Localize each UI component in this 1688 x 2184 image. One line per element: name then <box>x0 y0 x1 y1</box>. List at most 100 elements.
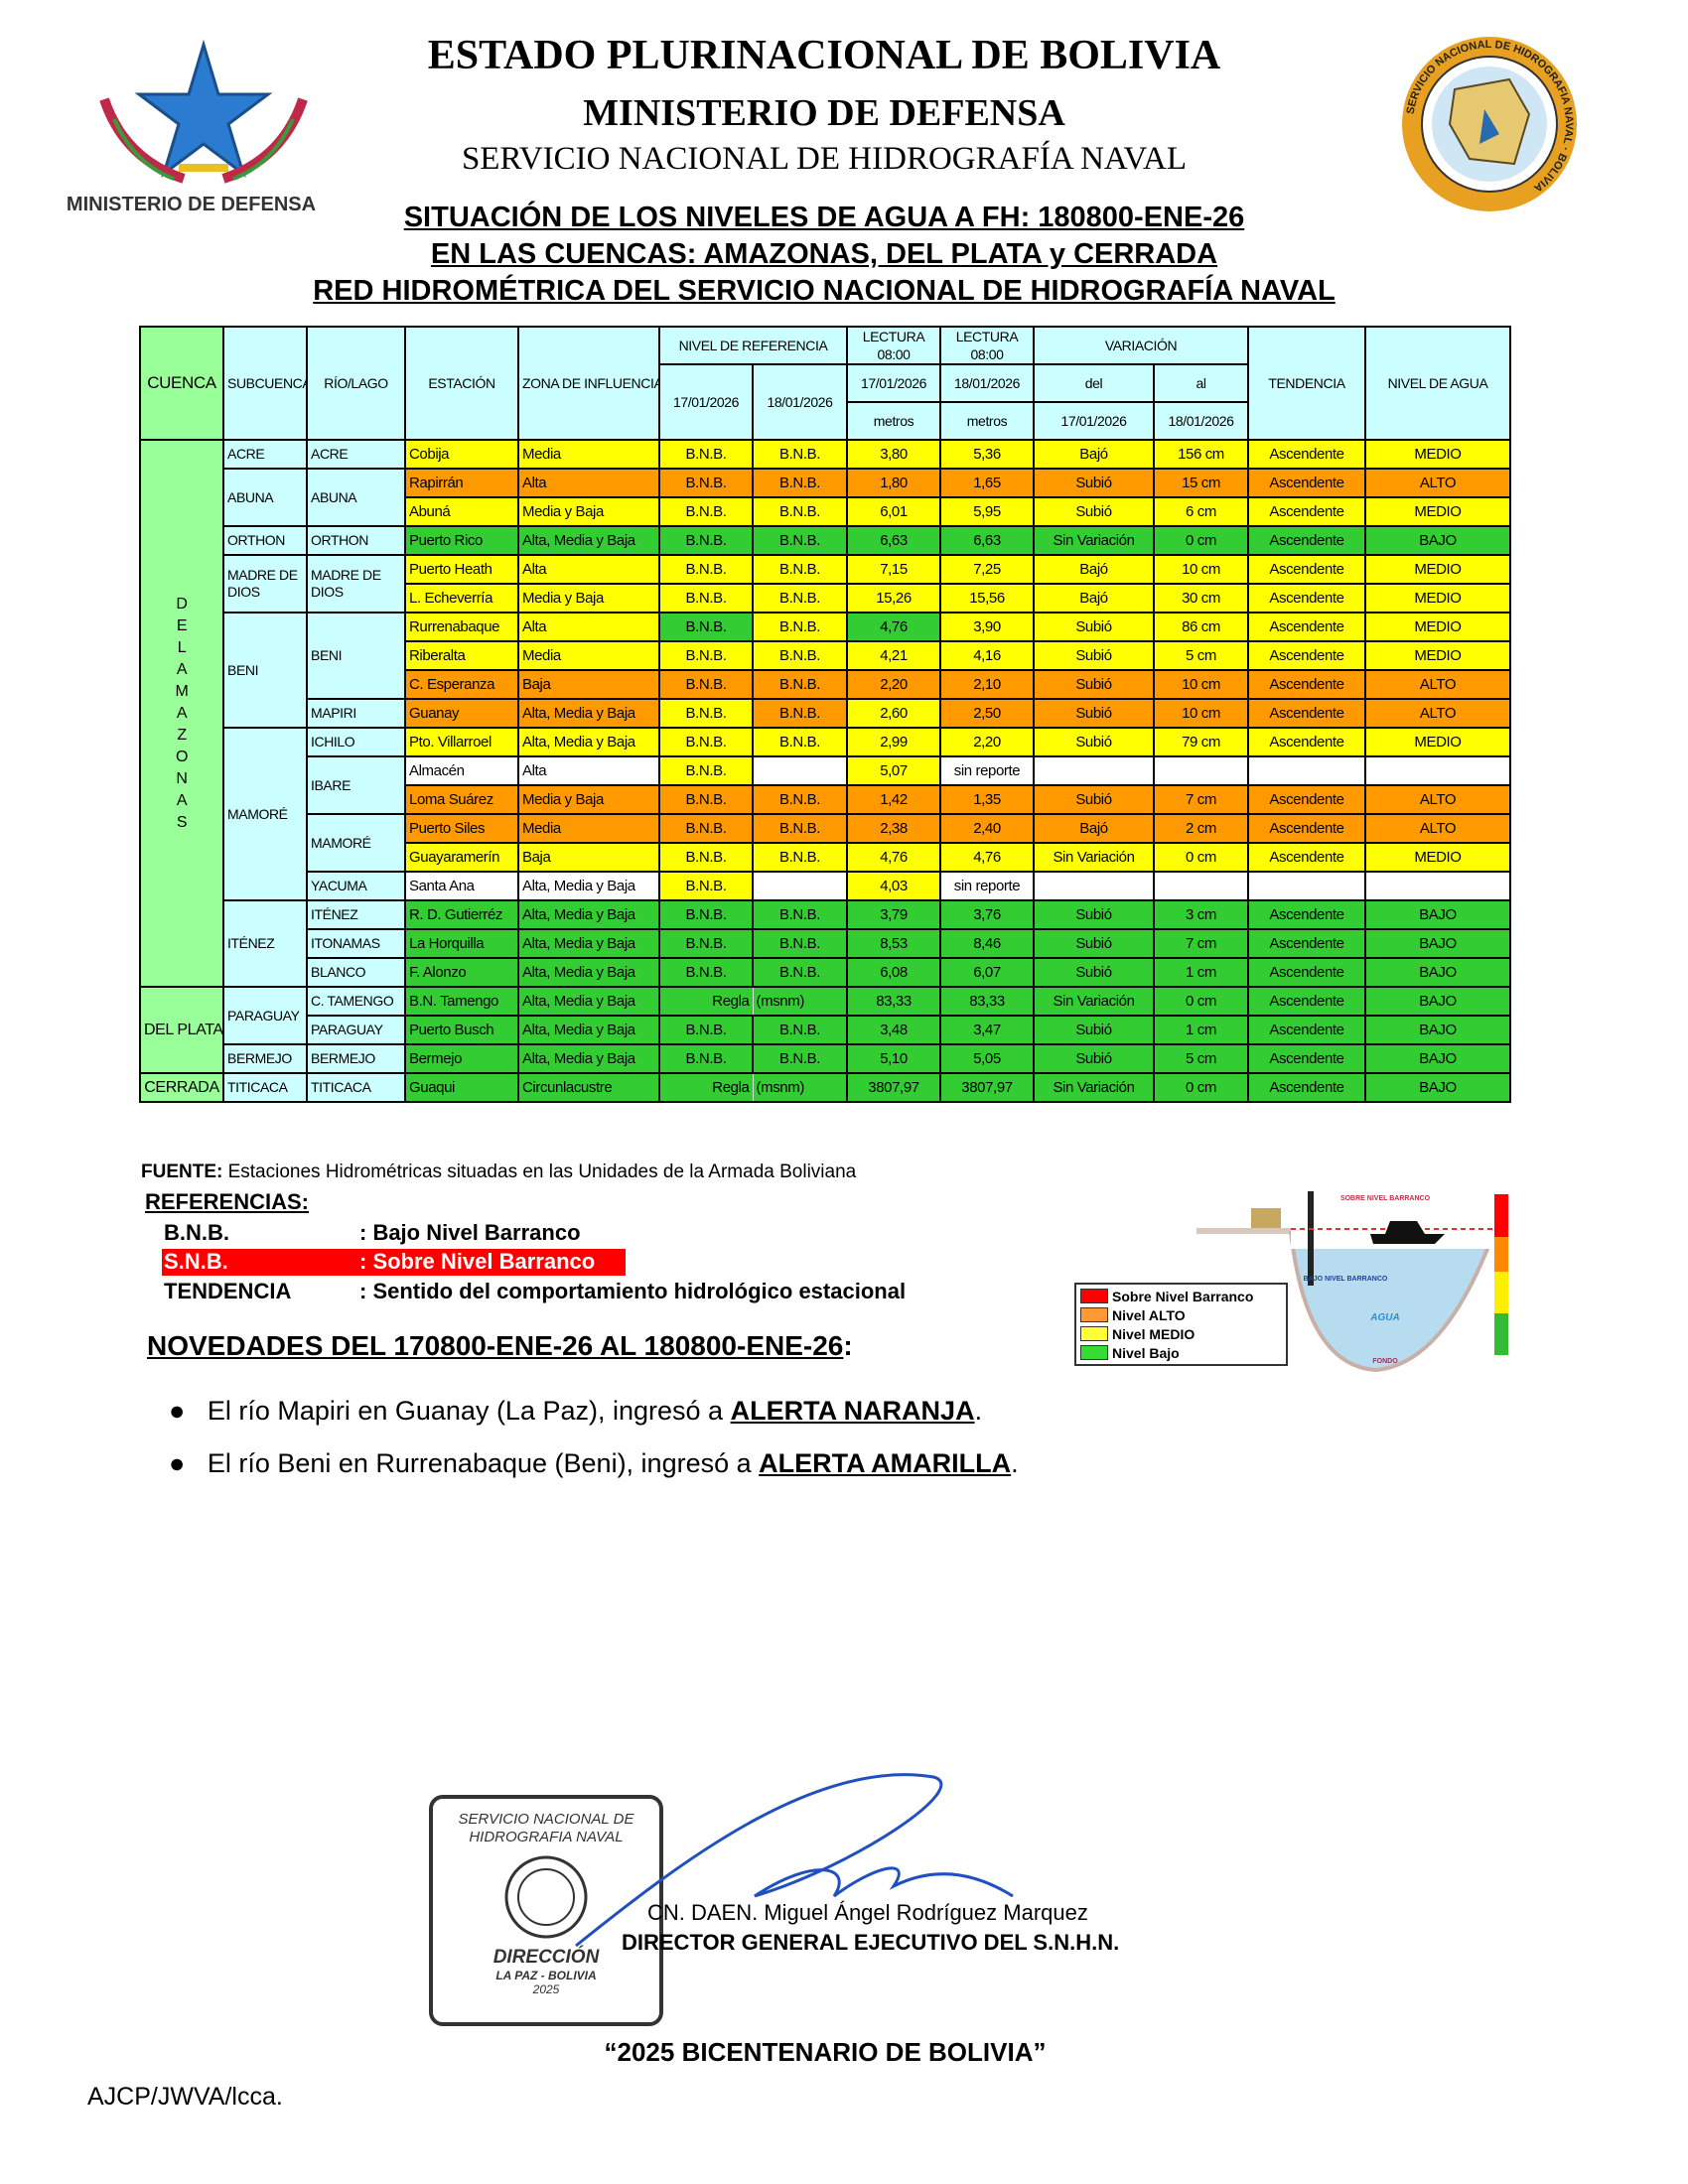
tendencia-cell: Ascendente <box>1247 784 1366 815</box>
variacion-al-cell <box>1153 755 1249 786</box>
ref-18-cell: B.N.B. <box>752 439 848 470</box>
nivel-agua-cell: MEDIO <box>1364 640 1511 671</box>
lectura-17-cell: 7,15 <box>846 554 941 585</box>
tendencia-cell: Ascendente <box>1247 496 1366 527</box>
ref-17-cell: B.N.B. <box>658 669 754 700</box>
nivel-agua-cell: BAJO <box>1364 1043 1511 1074</box>
variacion-al-cell: 2 cm <box>1153 813 1249 844</box>
variacion-al-cell: 1 cm <box>1153 957 1249 988</box>
variacion-al-cell <box>1153 871 1249 901</box>
table-row: DEL AMAZONAS ACRE ACRE Cobija Media B.N.B. B.N… <box>139 439 1511 988</box>
ref-18-cell: B.N.B. <box>752 784 848 815</box>
nivel-agua-cell <box>1364 755 1511 786</box>
variacion-al-cell: 156 cm <box>1153 439 1249 470</box>
estacion-cell: Puerto Siles <box>404 813 519 844</box>
col-var-17: 17/01/2026 <box>1033 401 1155 441</box>
lectura-17-cell: 5,07 <box>846 755 941 786</box>
ref-17-cell: B.N.B. <box>658 554 754 585</box>
subcuenca-cell: MADRE DE DIOS <box>222 554 308 614</box>
header-service: SERVICIO NACIONAL DE HIDROGRAFÍA NAVAL <box>461 141 1188 177</box>
ref-key-bnb: B.N.B. <box>164 1220 229 1245</box>
table-row: BERMEJO BERMEJO Bermejo Alta, Media y Baja B… <box>140 1043 1511 1074</box>
ref-17-cell: B.N.B. <box>658 640 754 671</box>
col-rio: RÍO/LAGO <box>306 326 406 441</box>
tendencia-cell: Ascendente <box>1247 899 1366 930</box>
ref-17-cell: B.N.B. <box>658 899 754 930</box>
table-row: IBARE Almacén Alta B.N.B. 5,07 sin reporte <box>140 755 1511 815</box>
lectura-17-cell: 4,03 <box>846 871 941 901</box>
estacion-cell: Riberalta <box>404 640 519 671</box>
handwritten-signature-icon <box>575 1773 1014 1948</box>
estacion-cell: Loma Suárez <box>404 784 519 815</box>
rio-cell: IBARE <box>306 755 406 815</box>
estacion-cell: B.N. Tamengo <box>404 986 519 1017</box>
table-row: DEL PLATA PARAGUAY C. TAMENGO B.N. Tamengo A… <box>139 986 1511 1074</box>
ref-17-cell: B.N.B. <box>658 755 754 786</box>
references-title: REFERENCIAS: <box>145 1189 310 1214</box>
table-row: MADRE DE DIOS MADRE DE DIOS Puerto Heath Al… <box>140 554 1511 614</box>
col-cuenca: CUENCA <box>139 326 224 441</box>
cuenca-vertical-label: DEL AMAZONAS <box>175 595 189 831</box>
ref-18-cell: B.N.B. <box>752 1015 848 1045</box>
variacion-del-cell: Subió <box>1033 468 1155 498</box>
lectura-18-cell: 3,90 <box>939 612 1035 642</box>
legend-label: Nivel Bajo <box>1112 1344 1180 1361</box>
lectura-17-cell: 5,10 <box>846 1043 941 1074</box>
estacion-cell: Guaqui <box>404 1072 519 1103</box>
lectura-17-cell: 6,01 <box>846 496 941 527</box>
ministerio-defensa-logo: MINISTERIO DE DEFENSA <box>55 39 328 218</box>
variacion-al-cell: 7 cm <box>1153 784 1249 815</box>
zona-cell: Alta <box>517 755 660 786</box>
color-legend: Sobre Nivel Barranco Nivel ALTO Nivel MEDI… <box>1074 1283 1288 1366</box>
lectura-18-cell: 3807,97 <box>939 1072 1035 1103</box>
lectura-17-cell: 2,20 <box>846 669 941 700</box>
source-note: FUENTE: Estaciones Hidrométricas situada… <box>141 1161 856 1183</box>
subcuenca-cell: BERMEJO <box>222 1043 308 1074</box>
zona-cell: Alta, Media y Baja <box>517 957 660 988</box>
lectura-18-cell: 6,63 <box>939 525 1035 556</box>
zona-cell: Alta, Media y Baja <box>517 727 660 757</box>
lectura-17-cell: 3,48 <box>846 1015 941 1045</box>
subcuenca-cell: BENI <box>222 612 308 729</box>
variacion-del-cell: Subió <box>1033 698 1155 729</box>
cuenca-cell: CERRADA <box>139 1072 224 1103</box>
ref-18-cell: B.N.B. <box>752 899 848 930</box>
nivel-agua-cell: BAJO <box>1364 899 1511 930</box>
variacion-del-cell: Sin Variación <box>1033 986 1155 1017</box>
table-row: BLANCO F. Alonzo Alta, Media y Baja B.N.B. B… <box>140 957 1511 988</box>
estacion-cell: Rurrenabaque <box>404 612 519 642</box>
variacion-al-cell: 0 cm <box>1153 986 1249 1017</box>
lectura-18-cell: 2,20 <box>939 727 1035 757</box>
tendencia-cell: Ascendente <box>1247 727 1366 757</box>
variacion-al-cell: 10 cm <box>1153 698 1249 729</box>
lectura-17-cell: 4,76 <box>846 842 941 873</box>
alert-naranja: ALERTA NARANJA <box>730 1396 975 1426</box>
rio-cell: BLANCO <box>306 957 406 988</box>
lectura-17-cell: 83,33 <box>846 986 941 1017</box>
zona-cell: Alta, Media y Baja <box>517 928 660 959</box>
ref-key-tendencia: TENDENCIA <box>164 1279 292 1303</box>
table-row: Guayaramerín Baja B.N.B. B.N.B. 4,76 4,76 Sin … <box>140 842 1511 873</box>
legend-swatch <box>1080 1289 1108 1303</box>
header-state: ESTADO PLURINACIONAL DE BOLIVIA <box>427 33 1221 78</box>
subcuenca-cell: TITICACA <box>222 1072 308 1103</box>
nivel-agua-cell: MEDIO <box>1364 554 1511 585</box>
nivel-agua-cell: MEDIO <box>1364 583 1511 614</box>
estacion-cell: L. Echeverría <box>404 583 519 614</box>
ref-18-cell: B.N.B. <box>752 640 848 671</box>
lectura-18-cell: 2,50 <box>939 698 1035 729</box>
subcuenca-cell: ACRE <box>222 439 308 470</box>
ref-18-cell: B.N.B. <box>752 496 848 527</box>
table-row: MAMORÉ ICHILO Pto. Villarroel Alta, Media y… <box>140 727 1511 901</box>
variacion-del-cell <box>1033 871 1155 901</box>
estacion-cell: Abuná <box>404 496 519 527</box>
nivel-agua-cell <box>1364 871 1511 901</box>
col-del: del <box>1033 363 1155 403</box>
table-row: MAPIRI Guanay Alta, Media y Baja B.N.B. B.N.… <box>140 698 1511 729</box>
ref-18-cell: B.N.B. <box>752 669 848 700</box>
estacion-cell: Guanay <box>404 698 519 729</box>
variacion-del-cell: Subió <box>1033 496 1155 527</box>
nivel-agua-cell: BAJO <box>1364 1072 1511 1103</box>
lectura-17-cell: 6,63 <box>846 525 941 556</box>
estacion-cell: R. D. Gutierréz <box>404 899 519 930</box>
